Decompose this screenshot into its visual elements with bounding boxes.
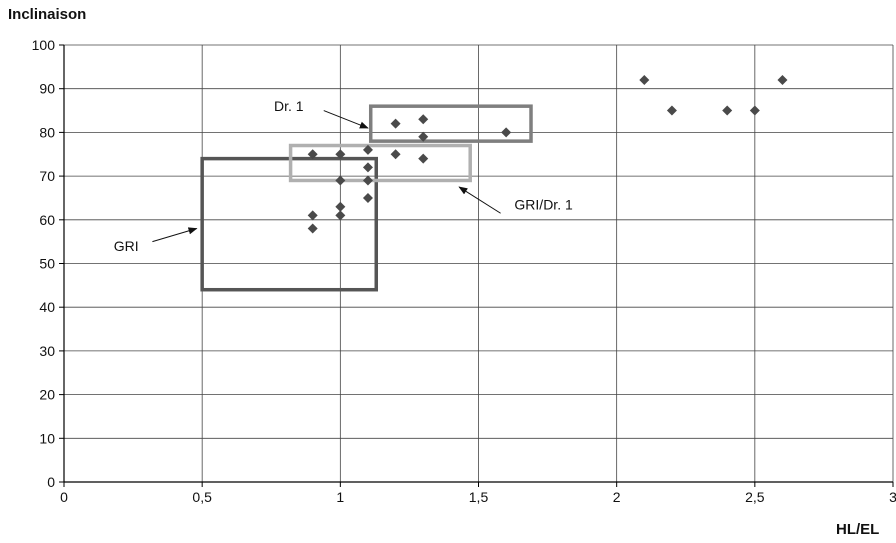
annotation-box	[368, 104, 533, 143]
annotation-arrow	[458, 186, 501, 214]
data-point	[307, 210, 318, 221]
data-point	[390, 118, 401, 129]
annotation-label: Dr. 1	[274, 98, 304, 114]
x-tick-label: 1	[336, 489, 344, 505]
x-tick-label: 1,5	[469, 489, 489, 505]
data-point	[362, 175, 373, 186]
data-point	[666, 105, 677, 116]
data-point	[362, 192, 373, 203]
data-point	[362, 144, 373, 155]
data-point	[307, 149, 318, 160]
annotation-arrow	[323, 110, 369, 129]
y-tick-label: 10	[39, 430, 55, 446]
data-point	[335, 210, 346, 221]
data-point	[362, 162, 373, 173]
x-tick-label: 2	[613, 489, 621, 505]
y-axis-title: Inclinaison	[8, 6, 87, 23]
data-point	[639, 74, 650, 85]
y-tick-label: 0	[47, 474, 55, 490]
data-point	[307, 223, 318, 234]
x-tick-label: 2,5	[745, 489, 765, 505]
y-tick-label: 30	[39, 343, 55, 359]
y-tick-label: 50	[39, 256, 55, 272]
data-point	[722, 105, 733, 116]
annotation-label: GRI	[114, 238, 139, 254]
annotation-arrow	[152, 227, 198, 243]
data-point	[418, 114, 429, 125]
y-tick-label: 20	[39, 387, 55, 403]
y-tick-label: 70	[39, 168, 55, 184]
y-tick-label: 40	[39, 299, 55, 315]
data-point	[501, 127, 512, 138]
data-point	[335, 175, 346, 186]
y-tick-label: 60	[39, 212, 55, 228]
x-tick-label: 0,5	[192, 489, 212, 505]
data-point	[418, 153, 429, 164]
data-point	[777, 74, 788, 85]
y-tick-label: 90	[39, 81, 55, 97]
data-point	[390, 149, 401, 160]
y-tick-label: 80	[39, 124, 55, 140]
x-tick-label: 0	[60, 489, 68, 505]
y-tick-label: 100	[32, 37, 56, 53]
data-point	[335, 149, 346, 160]
x-axis-title: HL/EL	[836, 521, 880, 538]
annotation-label: GRI/Dr. 1	[514, 197, 573, 213]
annotation-box	[288, 143, 472, 183]
x-tick-label: 3	[889, 489, 896, 505]
data-point	[418, 131, 429, 142]
data-point	[335, 201, 346, 212]
data-point	[749, 105, 760, 116]
